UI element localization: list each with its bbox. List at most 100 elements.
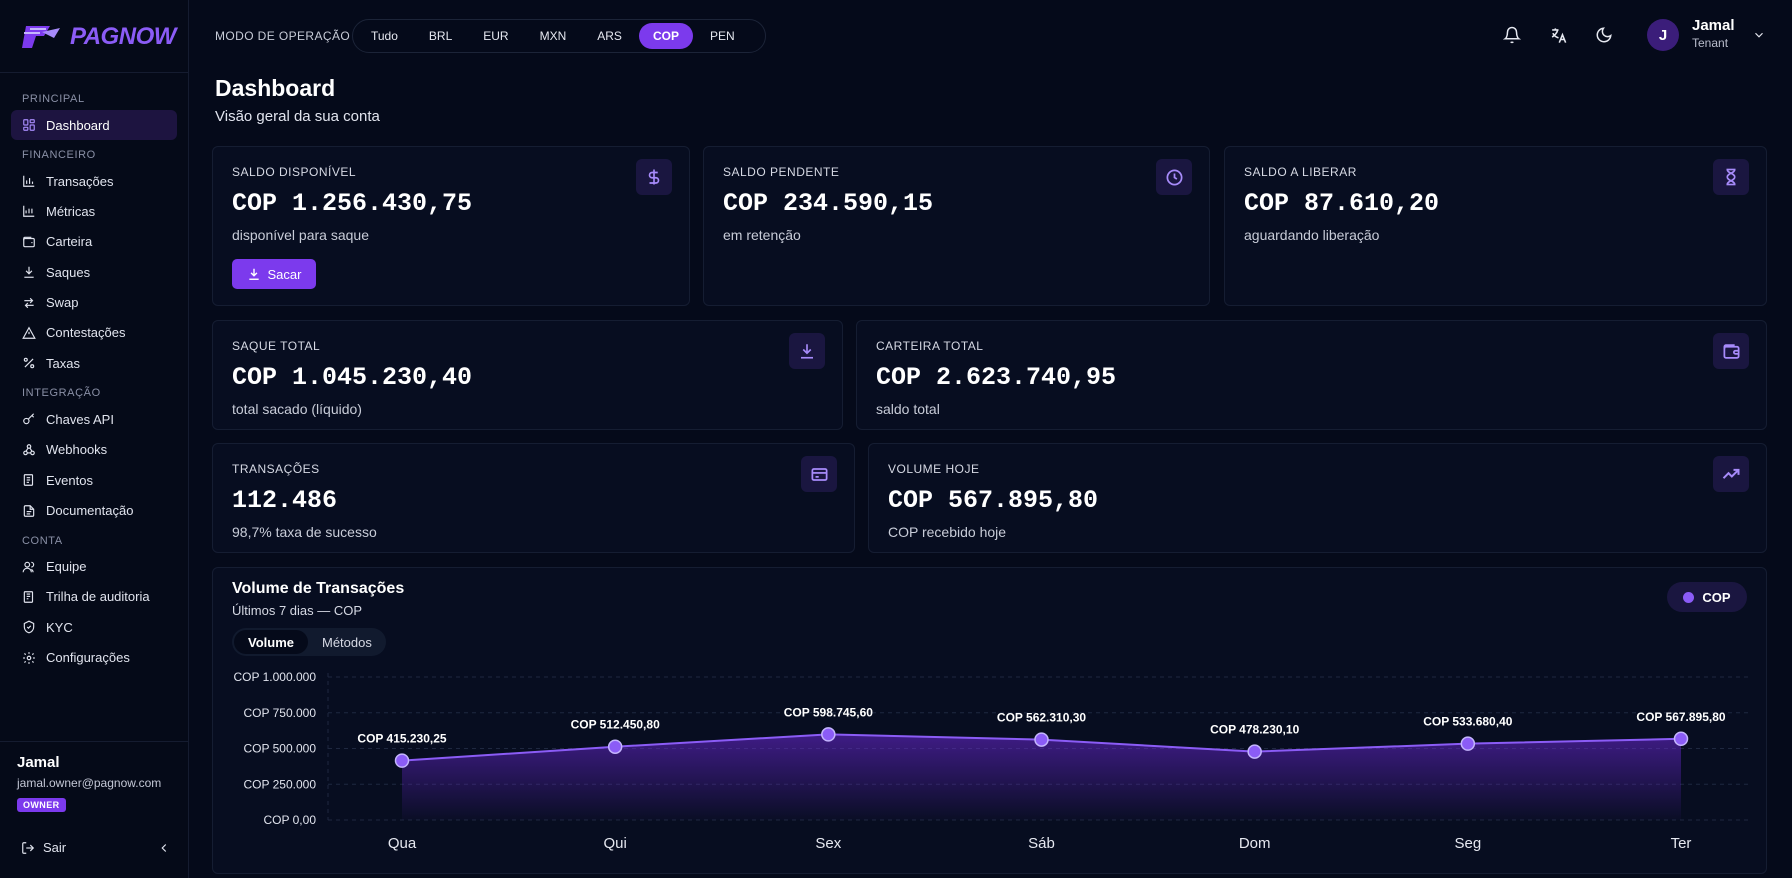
sidebar-item-contestacoes[interactable]: Contestações [11, 318, 177, 348]
mode-option-mxn[interactable]: MXN [539, 29, 567, 43]
card-value: COP 567.895,80 [888, 486, 1099, 515]
y-tick-label: COP 0,00 [264, 813, 317, 827]
brand-logo[interactable]: PAGNOW [20, 20, 176, 54]
card-icon [801, 456, 837, 492]
sidebar: PAGNOW PRINCIPAL Dashboard FINANCEIRO Trans… [0, 0, 189, 878]
sidebar-item-label: KYC [46, 619, 73, 635]
card-value: COP 1.045.230,40 [232, 363, 473, 392]
role-badge: OWNER [17, 798, 66, 812]
sidebar-section-label: FINANCEIRO [22, 149, 96, 161]
y-tick-label: COP 250.000 [244, 777, 317, 791]
sidebar-item-carteira[interactable]: Carteira [11, 227, 177, 257]
logout-icon [22, 841, 35, 854]
card-saldo-disponivel: SALDO DISPONÍVEL COP 1.256.430,75 dispon… [212, 146, 690, 306]
sidebar-item-configuracoes[interactable]: Configurações [11, 643, 177, 673]
top-user-role: Tenant [1692, 36, 1729, 50]
y-tick-label: COP 750.000 [244, 706, 317, 720]
legend-label: COP [1702, 589, 1731, 605]
sidebar-nav: PRINCIPAL Dashboard FINANCEIRO Transações Mé… [11, 84, 177, 673]
sidebar-item-transacoes[interactable]: Transações [11, 166, 177, 196]
wallet-icon [23, 236, 35, 248]
percent-icon [23, 358, 35, 369]
notifications-button[interactable] [1499, 22, 1525, 48]
card-value: COP 2.623.740,95 [876, 363, 1117, 392]
bell-icon [1503, 26, 1521, 44]
sidebar-item-label: Saques [46, 264, 91, 280]
bar-chart-icon [23, 175, 35, 187]
card-label: SALDO DISPONÍVEL [232, 165, 357, 179]
operation-mode-label: MODO DE OPERAÇÃO [215, 29, 351, 43]
data-point [1673, 731, 1689, 747]
x-tick-label: Seg [1454, 835, 1481, 852]
avatar[interactable]: J [1647, 19, 1679, 51]
card-carteira-total: CARTEIRA TOTAL COP 2.623.740,95 saldo to… [856, 320, 1767, 430]
tab-metodos[interactable]: Métodos [322, 634, 372, 650]
x-tick-label: Qua [388, 835, 417, 852]
mode-option-tudo[interactable]: Tudo [371, 29, 398, 43]
withdraw-button-label: Sacar [267, 266, 302, 282]
collapse-sidebar-icon[interactable] [157, 841, 171, 855]
sidebar-user: Jamal jamal.owner@pagnow.com OWNER [17, 754, 161, 813]
sidebar-item-kyc[interactable]: KYC [11, 612, 177, 642]
mode-option-ars[interactable]: ARS [597, 29, 622, 43]
sidebar-item-metricas[interactable]: Métricas [11, 196, 177, 226]
sidebar-item-swap[interactable]: Swap [11, 288, 177, 318]
sidebar-item-label: Trilha de auditoria [46, 589, 150, 605]
chart-legend[interactable]: COP [1667, 582, 1747, 612]
mode-option-brl[interactable]: BRL [428, 29, 453, 43]
card-icon [1713, 333, 1749, 369]
theme-toggle-button[interactable] [1591, 22, 1617, 48]
sidebar-item-equipe[interactable]: Equipe [11, 552, 177, 582]
legend-swatch [1683, 591, 1695, 603]
top-user-name: Jamal [1692, 17, 1735, 34]
download-icon [24, 266, 34, 279]
sidebar-item-saques[interactable]: Saques [11, 257, 177, 287]
sidebar-item-dashboard[interactable]: Dashboard [11, 110, 177, 140]
card-icon [789, 333, 825, 369]
card-description: 98,7% taxa de sucesso [232, 524, 377, 540]
series-area [402, 734, 1681, 820]
brand-name: PAGNOW [70, 23, 176, 50]
card-icon [1713, 159, 1749, 195]
audit-icon [23, 591, 34, 603]
withdraw-button[interactable]: Sacar [232, 259, 316, 289]
card-icon [636, 159, 672, 195]
data-label: COP 415.230,25 [357, 732, 447, 746]
sidebar-item-trilha-de-auditoria[interactable]: Trilha de auditoria [11, 582, 177, 612]
events-icon [23, 474, 34, 486]
sidebar-item-documentacao[interactable]: Documentação [11, 496, 177, 526]
data-label: COP 567.895,80 [1636, 710, 1726, 724]
x-tick-label: Qui [603, 835, 626, 852]
card-icon [1156, 159, 1192, 195]
sidebar-section-label: PRINCIPAL [22, 93, 85, 105]
data-label: COP 562.310,30 [997, 711, 1087, 725]
logout-button[interactable]: Sair [43, 840, 67, 855]
sidebar-item-eventos[interactable]: Eventos [11, 465, 177, 495]
card-label: SAQUE TOTAL [232, 339, 321, 353]
sidebar-divider [0, 741, 189, 742]
sidebar-section-label: CONTA [22, 534, 63, 547]
key-icon [23, 413, 35, 425]
sidebar-item-label: Configurações [46, 650, 130, 666]
mode-option-cop[interactable]: COP [638, 23, 693, 49]
sidebar-item-label: Taxas [46, 355, 80, 371]
mode-option-eur[interactable]: EUR [483, 29, 509, 43]
topbar: MODO DE OPERAÇÃO Tudo BRL EUR MXN ARS COP PEN … [189, 0, 1792, 72]
sidebar-item-chaves-api[interactable]: Chaves API [11, 404, 177, 434]
data-point [1247, 744, 1262, 759]
card-description: saldo total [876, 401, 940, 417]
top-user-info[interactable]: Jamal Tenant [1692, 17, 1735, 50]
sidebar-item-taxas[interactable]: Taxas [11, 348, 177, 378]
card-label: TRANSAÇÕES [232, 462, 320, 476]
mode-option-pen[interactable]: PEN [709, 29, 735, 43]
currency-mode-selector: Tudo BRL EUR MXN ARS COP PEN [352, 19, 766, 53]
tab-volume[interactable]: Volume [234, 630, 308, 654]
sidebar-item-label: Chaves API [46, 411, 114, 427]
sidebar-item-webhooks[interactable]: Webhooks [11, 435, 177, 465]
chevron-down-icon[interactable] [1752, 28, 1766, 42]
x-tick-label: Sáb [1028, 835, 1055, 852]
sidebar-user-name: Jamal [17, 754, 60, 771]
card-value: COP 87.610,20 [1244, 189, 1440, 218]
language-button[interactable] [1545, 22, 1571, 48]
data-label: COP 598.745,60 [784, 705, 874, 719]
